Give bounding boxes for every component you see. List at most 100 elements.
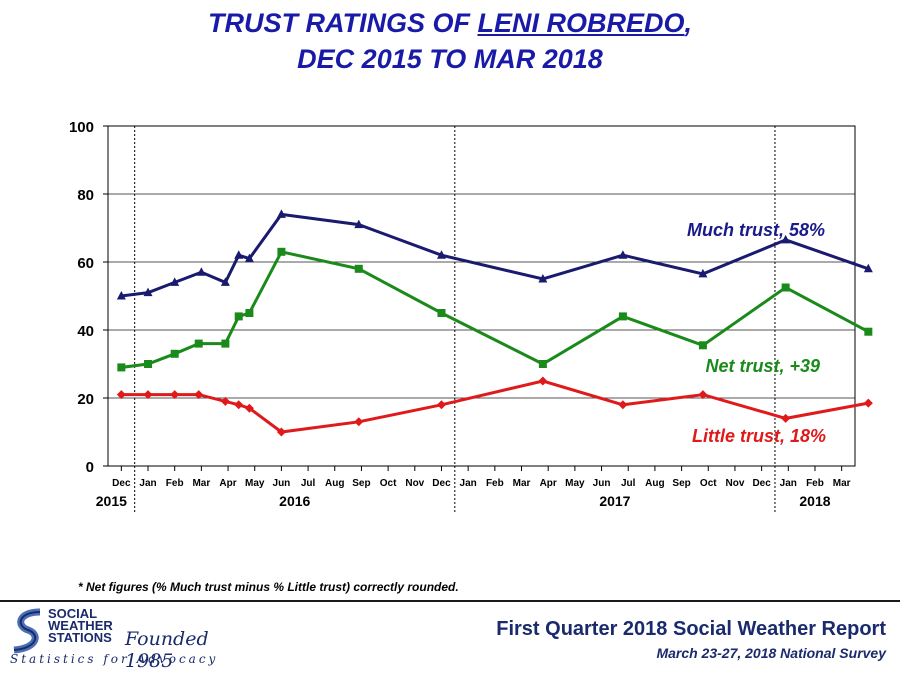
logo-line-stations: STATIONS bbox=[48, 630, 112, 645]
data-point bbox=[221, 339, 230, 348]
data-point bbox=[194, 339, 203, 348]
data-point bbox=[781, 283, 790, 292]
data-point bbox=[143, 390, 153, 400]
data-point bbox=[618, 250, 628, 259]
data-point bbox=[245, 309, 254, 317]
data-point bbox=[116, 291, 126, 300]
y-tick-label: 80 bbox=[77, 187, 94, 204]
data-point bbox=[437, 309, 446, 317]
x-tick-label: Mar bbox=[192, 478, 210, 489]
data-point bbox=[170, 277, 180, 286]
data-point bbox=[276, 427, 286, 437]
x-tick-label: Oct bbox=[380, 478, 397, 489]
x-tick-label: Feb bbox=[166, 478, 184, 489]
data-point bbox=[436, 250, 446, 259]
x-tick-label: Feb bbox=[806, 478, 824, 489]
data-point bbox=[144, 360, 153, 368]
data-point bbox=[354, 417, 364, 427]
data-point bbox=[618, 312, 627, 321]
chart-title-line1: TRUST RATINGS OF LENI ROBREDO, bbox=[0, 6, 900, 40]
data-point bbox=[220, 277, 230, 286]
data-point bbox=[698, 268, 708, 278]
y-tick-label: 100 bbox=[69, 119, 94, 136]
y-tick-label: 60 bbox=[77, 255, 94, 272]
x-tick-label: Dec bbox=[112, 478, 131, 489]
x-tick-label: Jan bbox=[780, 478, 797, 489]
y-tick-label: 40 bbox=[77, 323, 94, 340]
x-tick-label: Jun bbox=[593, 478, 611, 489]
data-point bbox=[220, 396, 230, 406]
data-point bbox=[234, 400, 244, 410]
series-annotation: Little trust, 18% bbox=[692, 426, 826, 446]
data-point bbox=[244, 403, 254, 413]
data-point bbox=[234, 250, 244, 259]
data-point bbox=[277, 247, 286, 256]
x-tick-label: Mar bbox=[833, 478, 851, 489]
report-title: First Quarter 2018 Social Weather Report bbox=[496, 618, 886, 640]
x-tick-label: Nov bbox=[405, 478, 424, 489]
data-point bbox=[698, 390, 708, 400]
year-label: 2018 bbox=[799, 493, 830, 509]
x-tick-label: Mar bbox=[513, 478, 531, 489]
data-point bbox=[170, 390, 180, 400]
data-point bbox=[143, 287, 153, 297]
year-label: 2016 bbox=[279, 493, 310, 509]
logo-founded: Founded 1985 bbox=[125, 628, 209, 672]
footer-divider bbox=[0, 600, 900, 602]
x-tick-label: Feb bbox=[486, 478, 504, 489]
sws-logo: SOCIAL WEATHER STATIONS Founded 1985 Sta… bbox=[10, 606, 250, 672]
data-point bbox=[864, 327, 873, 336]
data-point bbox=[244, 253, 254, 263]
x-tick-label: Apr bbox=[219, 478, 236, 489]
data-point bbox=[538, 274, 548, 283]
data-point bbox=[116, 390, 126, 400]
plot-frame bbox=[107, 125, 856, 467]
data-point bbox=[538, 376, 548, 386]
x-tick-label: Jun bbox=[273, 478, 291, 489]
title-prefix: TRUST RATINGS OF bbox=[207, 8, 478, 38]
data-point bbox=[781, 413, 791, 423]
series-annotation: Much trust, 58% bbox=[687, 220, 825, 240]
data-point bbox=[698, 341, 707, 350]
data-point bbox=[234, 312, 243, 321]
x-tick-label: Dec bbox=[752, 478, 771, 489]
x-tick-label: Sep bbox=[352, 478, 370, 489]
x-tick-label: Jan bbox=[460, 478, 477, 489]
data-point bbox=[117, 363, 126, 372]
series-annotation: Net trust, +39 bbox=[705, 356, 820, 376]
data-point bbox=[196, 267, 206, 276]
data-point bbox=[170, 349, 179, 358]
x-tick-label: Apr bbox=[540, 478, 557, 489]
data-point bbox=[538, 360, 547, 368]
x-tick-label: Jul bbox=[301, 478, 316, 489]
trust-ratings-chart: 0 20 40 60 80 100 Dec Jan Feb Mar Apr May Jun Jul Aug S… bbox=[69, 119, 873, 512]
data-point bbox=[194, 390, 204, 400]
data-point bbox=[436, 400, 446, 410]
logo-line-social: SOCIAL bbox=[48, 606, 98, 621]
survey-dates: March 23-27, 2018 National Survey bbox=[656, 645, 886, 661]
logo-tagline: Statistics for Advocacy bbox=[10, 652, 219, 666]
y-tick-label: 20 bbox=[77, 391, 94, 408]
x-tick-label: Dec bbox=[432, 478, 451, 489]
x-tick-label: May bbox=[245, 478, 265, 489]
data-point bbox=[781, 234, 791, 244]
x-tick-label: Aug bbox=[325, 478, 344, 489]
title-comma: , bbox=[684, 8, 693, 38]
x-tick-label: Aug bbox=[645, 478, 664, 489]
x-tick-label: Sep bbox=[672, 478, 690, 489]
footnote: * Net figures (% Much trust minus % Litt… bbox=[78, 580, 459, 594]
series-line-little-trust bbox=[121, 379, 869, 434]
sws-swirl-icon bbox=[13, 608, 41, 654]
year-label: 2015 bbox=[96, 493, 127, 509]
logo-line-weather: WEATHER bbox=[48, 618, 113, 633]
x-tick-label: Jul bbox=[621, 478, 636, 489]
data-point bbox=[354, 264, 363, 273]
y-tick-label: 0 bbox=[86, 459, 94, 476]
data-point bbox=[276, 209, 286, 218]
year-label: 2017 bbox=[599, 493, 630, 509]
data-point bbox=[354, 219, 364, 229]
data-point bbox=[618, 400, 628, 410]
data-point bbox=[863, 398, 873, 408]
chart-title-line2: DEC 2015 TO MAR 2018 bbox=[297, 44, 603, 74]
x-tick-label: Oct bbox=[700, 478, 717, 489]
